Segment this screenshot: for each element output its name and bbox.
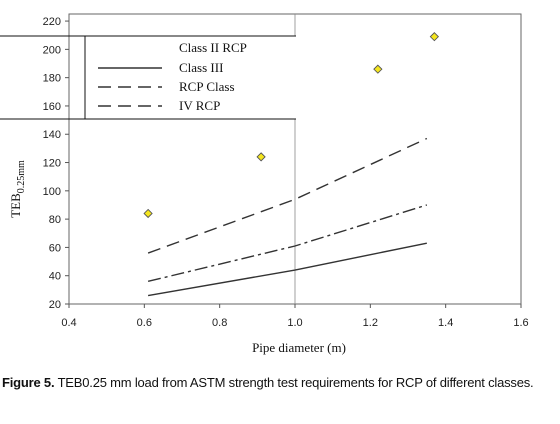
series-line-3 [147, 137, 428, 254]
y-axis-label: TEB0.25mm [8, 160, 27, 218]
legend: Class II RCP Class III RCP Class IV RCP [0, 35, 296, 120]
legend-entry-label: IV RCP [179, 98, 220, 113]
y-tick-label: 40 [49, 271, 61, 283]
x-tick-label: 0.4 [61, 317, 76, 329]
caption-text: TEB0.25 mm load from ASTM strength test … [54, 375, 534, 390]
legend-entry-label: Class II RCP [179, 40, 247, 55]
y-tick-label: 20 [49, 299, 61, 311]
y-tick-label: 120 [43, 158, 61, 170]
legend-entry-label: Class III [179, 60, 223, 75]
y-tick-label: 60 [49, 242, 61, 254]
data-point-diamond [429, 31, 440, 42]
legend-background [85, 36, 296, 119]
y-axis-label-subscript: 0.25mm [16, 160, 27, 193]
data-point-diamond [373, 64, 383, 74]
figure-caption: Figure 5. TEB0.25 mm load from ASTM stre… [2, 374, 558, 392]
plot-area: 0.4 0.6 0.8 1.0 1.2 1.4 1.6 20 40 60 80 100 120 140 16… [43, 13, 529, 329]
x-tick-label: 0.8 [212, 317, 227, 329]
x-tick-label: 0.6 [137, 317, 152, 329]
y-tick-label: 200 [43, 44, 61, 56]
legend-entry-label: RCP Class [179, 79, 235, 94]
series-line-2 [147, 204, 428, 283]
x-tick-label: 1.0 [287, 317, 302, 329]
x-tick-label: 1.6 [513, 317, 528, 329]
x-tick-label: 1.2 [363, 317, 378, 329]
x-tick-label: 1.4 [438, 317, 453, 329]
y-axis-label-main: TEB [8, 193, 23, 218]
caption-label: Figure 5. [2, 375, 55, 390]
y-tick-label: 180 [43, 73, 61, 85]
data-point-diamond [256, 152, 266, 162]
y-tick-label: 140 [43, 129, 61, 141]
x-axis-label: Pipe diameter (m) [252, 340, 346, 355]
y-tick-label: 160 [43, 101, 61, 113]
series-line-1 [147, 242, 427, 297]
data-point-diamond [143, 208, 153, 219]
y-tick-label: 220 [43, 16, 61, 28]
y-tick-label: 80 [49, 214, 61, 226]
y-tick-label: 100 [43, 186, 61, 198]
